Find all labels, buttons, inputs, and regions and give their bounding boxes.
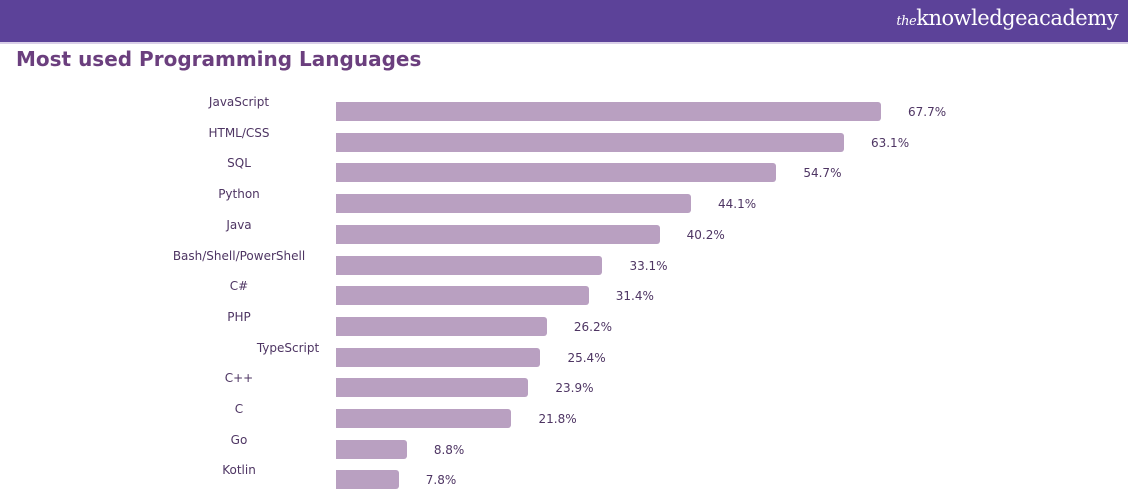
chart-row: JavaScript 67.7% bbox=[0, 95, 1128, 131]
logo-prefix: the bbox=[896, 14, 917, 29]
chart-title: Most used Programming Languages bbox=[16, 47, 422, 71]
category-label: HTML/CSS bbox=[208, 125, 270, 140]
category-label: Bash/Shell/PowerShell bbox=[172, 248, 306, 263]
bar bbox=[336, 409, 512, 428]
value-label: 33.1% bbox=[629, 258, 668, 273]
value-label: 8.8% bbox=[433, 442, 465, 457]
header-bar: theknowledgeacademy bbox=[0, 0, 1128, 44]
category-label: Kotlin bbox=[222, 463, 256, 478]
chart-row: PHP 26.2% bbox=[0, 310, 1128, 346]
chart-row: C# 31.4% bbox=[0, 279, 1128, 315]
value-label: 31.4% bbox=[615, 289, 654, 304]
chart-row: C 21.8% bbox=[0, 402, 1128, 438]
chart-row: Python 44.1% bbox=[0, 187, 1128, 223]
logo-main: knowledgeacademy bbox=[916, 6, 1118, 30]
chart-row: Bash/Shell/PowerShell 33.1% bbox=[0, 249, 1128, 285]
bar bbox=[336, 102, 881, 121]
chart-row: C++ 23.9% bbox=[0, 371, 1128, 407]
value-label: 63.1% bbox=[870, 135, 910, 150]
category-label: SQL bbox=[227, 156, 251, 171]
chart-row: HTML/CSS 63.1% bbox=[0, 126, 1128, 162]
category-label: C# bbox=[229, 279, 249, 294]
bar bbox=[336, 347, 541, 367]
bar bbox=[336, 439, 407, 459]
bar bbox=[336, 316, 547, 336]
value-label: 44.1% bbox=[718, 197, 757, 212]
category-label: Java bbox=[226, 217, 252, 232]
brand-logo: theknowledgeacademy bbox=[896, 6, 1118, 30]
bar bbox=[336, 378, 529, 398]
bar bbox=[336, 255, 603, 275]
value-label: 40.2% bbox=[686, 227, 725, 242]
category-label: Go bbox=[230, 432, 248, 447]
category-label: TypeScript bbox=[256, 340, 320, 355]
bar bbox=[336, 132, 844, 152]
bar bbox=[336, 286, 589, 306]
chart-row: TypeScript 25.4% bbox=[0, 341, 1128, 377]
value-label: 7.8% bbox=[425, 473, 457, 488]
bar bbox=[336, 470, 399, 490]
bar bbox=[336, 163, 777, 183]
chart-row: SQL 54.7% bbox=[0, 156, 1128, 192]
value-label: 25.4% bbox=[567, 350, 606, 365]
value-label: 54.7% bbox=[803, 166, 842, 181]
chart-row: Java 40.2% bbox=[0, 218, 1128, 254]
category-label: JavaScript bbox=[208, 95, 270, 109]
bar bbox=[336, 224, 660, 244]
value-label: 67.7% bbox=[908, 105, 947, 119]
value-label: 23.9% bbox=[555, 381, 594, 396]
category-label: PHP bbox=[227, 309, 251, 324]
bar bbox=[336, 194, 691, 214]
chart-row: Kotlin 7.8% bbox=[0, 463, 1128, 499]
category-label: C++ bbox=[224, 371, 254, 386]
category-label: C bbox=[234, 402, 244, 416]
category-label: Python bbox=[218, 187, 260, 202]
value-label: 26.2% bbox=[573, 319, 613, 334]
chart-row: Go 8.8% bbox=[0, 433, 1128, 469]
value-label: 21.8% bbox=[538, 412, 577, 426]
